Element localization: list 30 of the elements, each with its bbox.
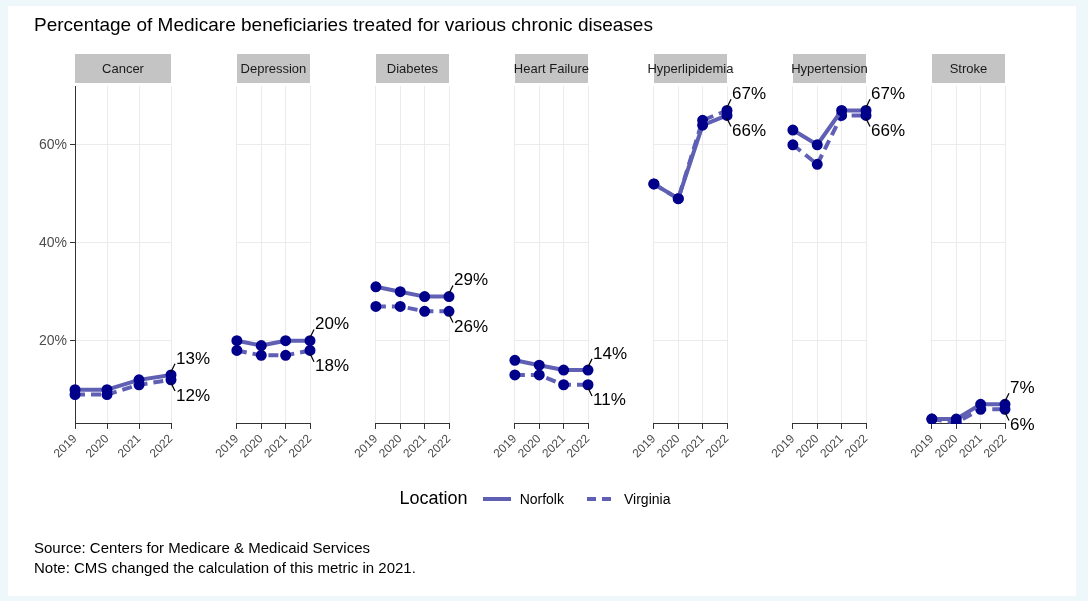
chart-title: Diabetes: [375, 54, 449, 83]
y-tick-label: 40%: [38, 233, 68, 250]
legend-label: Norfolk: [519, 490, 564, 507]
data-label: 13%: [176, 348, 211, 368]
chart-title: Hypertension: [791, 54, 868, 83]
data-label: 29%: [454, 270, 489, 290]
chart-title: Hyperlipidemia: [647, 60, 734, 78]
data-label: 66%: [732, 121, 767, 141]
legend-title: Location: [399, 488, 468, 509]
data-label: 12%: [176, 385, 211, 405]
data-label: 18%: [315, 356, 350, 376]
chart-title: Stroke: [931, 54, 1005, 83]
source-note: Source: Centers for Medicare & Medicaid Services: [34, 538, 371, 558]
chart-title: Heart Failure: [513, 54, 589, 83]
data-label: 11%: [593, 390, 626, 410]
text: Note: CMS changed the calculation of this metric in 2021.: [34, 558, 416, 578]
data-label: 66%: [871, 121, 906, 141]
chart-title: Depression: [236, 54, 310, 83]
data-label: 67%: [871, 84, 906, 104]
data-label: 7%: [1010, 378, 1035, 398]
data-label: 6%: [1010, 414, 1035, 434]
text: Percentage of Medicare beneficiaries treated for various chronic diseases: [34, 14, 653, 36]
y-tick-label: 20%: [38, 331, 68, 348]
chart-title: Cancer: [75, 54, 171, 83]
data-label: 20%: [315, 314, 350, 334]
data-label: 14%: [593, 343, 628, 363]
data-label: 26%: [454, 316, 489, 336]
y-tick-label: 60%: [38, 135, 68, 152]
legend-label: Virginia: [623, 490, 671, 507]
data-label: 67%: [732, 84, 767, 104]
